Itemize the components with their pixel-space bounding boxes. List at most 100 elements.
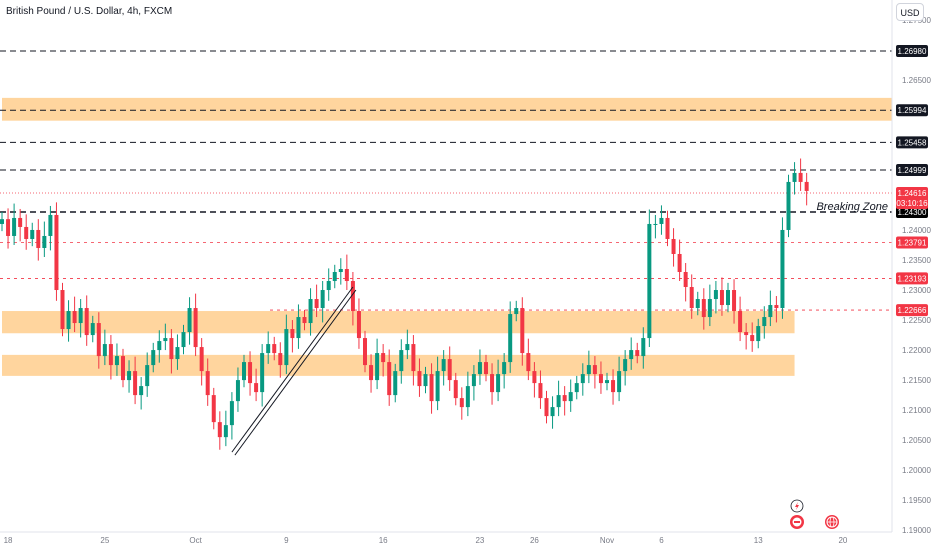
candle-body bbox=[169, 338, 174, 360]
horizontal-levels bbox=[0, 50, 892, 311]
candle-body bbox=[0, 219, 4, 224]
symbol-title: British Pound / U.S. Dollar, 4h, FXCM bbox=[6, 6, 173, 17]
candle-body bbox=[175, 347, 180, 360]
candle-body bbox=[36, 229, 41, 248]
candle-body bbox=[399, 350, 404, 372]
candle-body bbox=[417, 371, 422, 387]
candle-body bbox=[496, 374, 501, 393]
currency-button[interactable]: USD bbox=[896, 3, 924, 21]
price-tag-label: 1.25994 bbox=[898, 106, 927, 115]
candle-body bbox=[502, 362, 507, 375]
candle-body bbox=[314, 299, 319, 309]
candle-body bbox=[108, 344, 113, 366]
candle-body bbox=[96, 323, 101, 357]
candle-body bbox=[272, 344, 277, 354]
globe-event-icon[interactable] bbox=[825, 515, 839, 529]
time-tick-label: 18 bbox=[4, 536, 13, 545]
candle-body bbox=[762, 317, 767, 327]
candle-body bbox=[750, 335, 755, 342]
candle-body bbox=[84, 308, 89, 336]
candle-body bbox=[689, 287, 694, 309]
time-tick-label: Oct bbox=[189, 536, 202, 545]
candle-body bbox=[629, 350, 634, 360]
trendline-upper bbox=[234, 289, 357, 456]
price-tick-label: 1.20000 bbox=[902, 466, 931, 475]
candle-body bbox=[260, 353, 265, 393]
price-tick-label: 1.26500 bbox=[902, 76, 931, 85]
candle-body bbox=[326, 281, 331, 291]
candle-body bbox=[798, 172, 803, 182]
price-tick-label: 1.19500 bbox=[902, 496, 931, 505]
candle-body bbox=[756, 326, 761, 342]
candle-body bbox=[248, 362, 253, 384]
candle-body bbox=[738, 311, 743, 333]
candle-body bbox=[611, 380, 616, 393]
lightning-icon[interactable] bbox=[790, 499, 804, 513]
price-tag-1.24999 bbox=[896, 163, 928, 176]
candle-body bbox=[484, 362, 488, 375]
candle-body bbox=[381, 353, 386, 363]
candle-body bbox=[24, 226, 29, 239]
candle-body bbox=[683, 272, 688, 288]
candle-body bbox=[60, 290, 65, 330]
candle-body bbox=[393, 371, 398, 396]
time-axis: 18 25 Oct 9 16 23 26 Nov 6 13 20 bbox=[4, 536, 848, 545]
candle-body bbox=[187, 308, 192, 333]
price-tag-label: 1.24999 bbox=[898, 166, 927, 175]
price-tick-label: 1.19000 bbox=[902, 526, 931, 535]
candle-body bbox=[6, 219, 11, 236]
candle-body bbox=[157, 341, 162, 351]
candle-body bbox=[568, 392, 573, 402]
price-tag-label: 1.25458 bbox=[898, 138, 927, 147]
candle-body bbox=[804, 181, 809, 191]
candle-body bbox=[544, 398, 549, 417]
candlesticks bbox=[0, 158, 809, 450]
candle-body bbox=[199, 347, 204, 372]
economic-event-flag-icon[interactable] bbox=[790, 515, 804, 529]
candle-body bbox=[677, 253, 682, 273]
candle-body bbox=[713, 290, 718, 300]
candle-body bbox=[48, 214, 53, 236]
candle-body bbox=[447, 359, 452, 381]
candle-body bbox=[145, 365, 150, 387]
candle-body bbox=[471, 374, 476, 387]
candle-body bbox=[211, 395, 216, 423]
candle-body bbox=[296, 317, 301, 339]
candle-body bbox=[235, 380, 240, 402]
price-tick-label: 1.24000 bbox=[902, 226, 931, 235]
price-tick-label: 1.23000 bbox=[902, 286, 931, 295]
candle-body bbox=[792, 172, 797, 182]
candle-body bbox=[72, 311, 77, 324]
candle-body bbox=[556, 395, 561, 408]
candle-body bbox=[641, 338, 646, 357]
candle-body bbox=[308, 299, 313, 324]
candle-body bbox=[574, 383, 579, 393]
candle-body bbox=[719, 290, 724, 306]
candle-body bbox=[369, 365, 374, 381]
price-tag-label: 1.23791 bbox=[898, 239, 927, 248]
candle-body bbox=[726, 290, 730, 306]
candle-body bbox=[254, 383, 259, 393]
breaking-zone-label: Breaking Zone bbox=[816, 201, 888, 213]
candle-body bbox=[338, 269, 343, 273]
time-tick-label: 23 bbox=[475, 536, 484, 545]
candle-body bbox=[278, 353, 283, 366]
trendline-lower bbox=[231, 286, 354, 453]
candle-body bbox=[205, 371, 210, 396]
candle-body bbox=[520, 308, 525, 354]
candle-body bbox=[732, 290, 737, 312]
candle-body bbox=[30, 229, 35, 239]
candle-body bbox=[114, 356, 119, 366]
trendline bbox=[231, 286, 357, 456]
candle-body bbox=[586, 365, 591, 375]
candle-body bbox=[90, 323, 95, 336]
candle-body bbox=[18, 217, 23, 227]
candle-body bbox=[78, 308, 83, 324]
price-tag-1.23791 bbox=[896, 236, 928, 249]
time-tick-label: 26 bbox=[530, 536, 539, 545]
candle-body bbox=[332, 272, 337, 282]
price-tag-label: 1.23193 bbox=[898, 274, 927, 283]
candle-body bbox=[151, 350, 156, 366]
candle-body bbox=[127, 371, 132, 381]
